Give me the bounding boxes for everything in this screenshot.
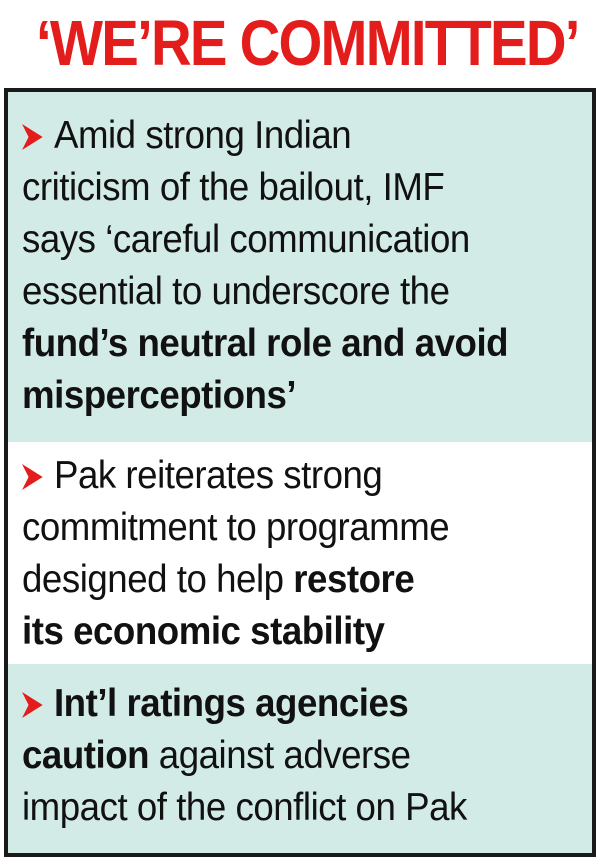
summary-box: Amid strong Indian criticism of the bail… bbox=[4, 88, 596, 857]
headline: ‘WE’RE COMMITTED’ bbox=[36, 7, 580, 79]
point-1: Amid strong Indian criticism of the bail… bbox=[8, 92, 592, 442]
red-arrow-icon bbox=[22, 692, 43, 718]
point-2-line-2: commitment to programme bbox=[22, 506, 450, 549]
point-3-line-2: caution against adverse bbox=[22, 734, 411, 777]
red-arrow-icon bbox=[22, 464, 43, 490]
point-2-line-1: Pak reiterates strong bbox=[22, 450, 550, 502]
point-3-line-1: Int’l ratings agencies bbox=[22, 678, 550, 730]
point-1-line-5: fund’s neutral role and avoid bbox=[22, 322, 509, 365]
point-2: Pak reiterates strong commitment to prog… bbox=[8, 442, 592, 664]
point-1-line-2: criticism of the bailout, IMF bbox=[22, 166, 445, 209]
point-1-line-1: Amid strong Indian bbox=[22, 110, 550, 162]
point-3-line-3: impact of the conflict on Pak bbox=[22, 786, 467, 829]
point-1-line-6: misperceptions’ bbox=[22, 374, 297, 417]
point-1-line-4: essential to underscore the bbox=[22, 270, 450, 313]
point-2-line-3: designed to help restore bbox=[22, 558, 415, 601]
red-arrow-icon bbox=[22, 124, 43, 150]
point-1-line-3: says ‘careful communication bbox=[22, 218, 470, 261]
point-2-line-4: its economic stability bbox=[22, 610, 385, 653]
point-3: Int’l ratings agencies caution against a… bbox=[8, 664, 592, 853]
